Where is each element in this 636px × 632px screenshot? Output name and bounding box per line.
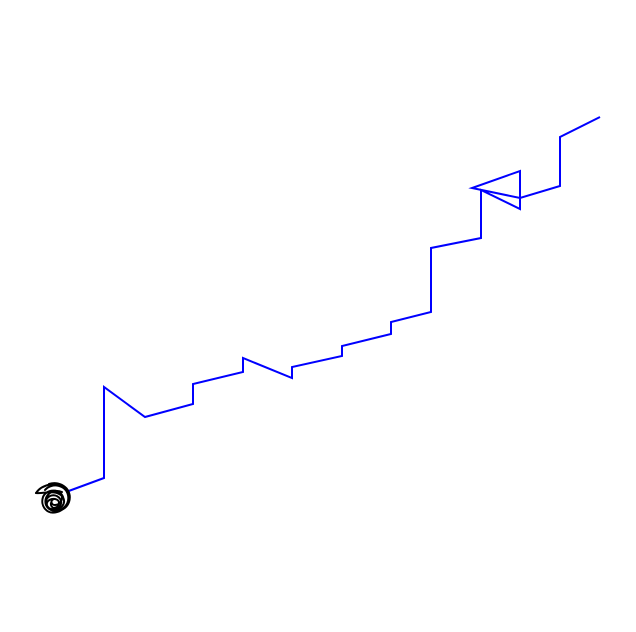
blue-zigzag-path (65, 116, 601, 493)
scribble-loop-5 (46, 489, 64, 506)
black-scribble-cluster (35, 482, 71, 514)
scribble-loop-4 (44, 484, 70, 512)
